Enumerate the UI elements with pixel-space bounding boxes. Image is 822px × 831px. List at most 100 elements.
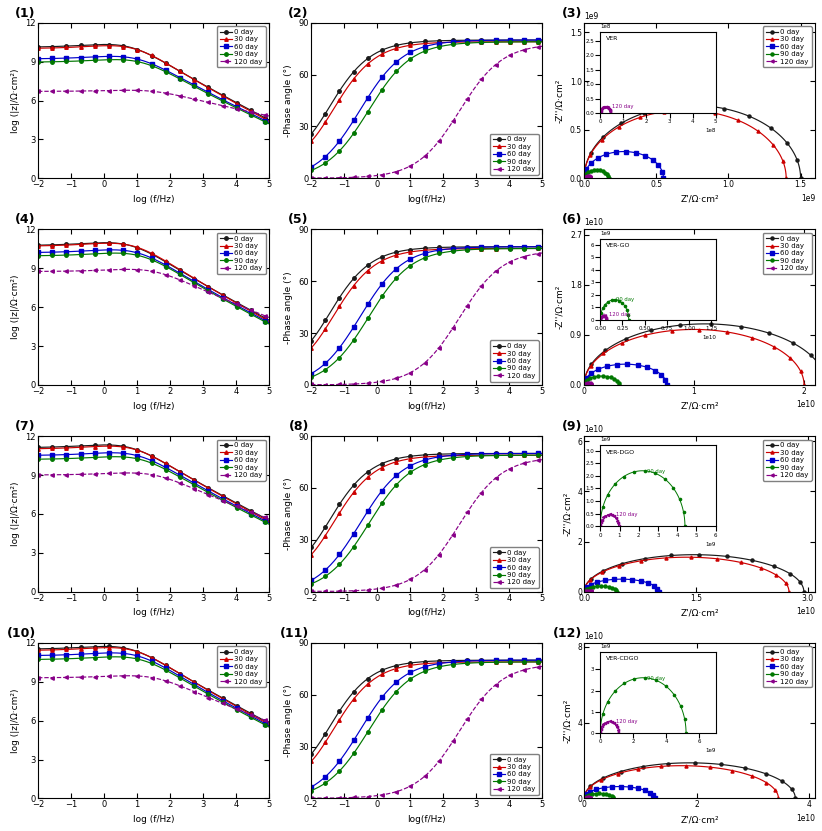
Y-axis label: -Z''/Ω·cm²: -Z''/Ω·cm² (556, 78, 565, 123)
0 day (580, 582, 590, 592)
30 day (683, 553, 693, 563)
120 day (584, 793, 594, 803)
Line: 60 day: 60 day (309, 452, 544, 582)
60 day (644, 787, 653, 797)
90 day (592, 165, 602, 175)
X-axis label: log(f/Hz): log(f/Hz) (407, 195, 446, 204)
30 day (33, 645, 43, 655)
90 day (333, 147, 343, 157)
Text: (10): (10) (7, 627, 36, 640)
60 day (333, 551, 343, 561)
60 day (613, 574, 623, 584)
0 day (60, 42, 70, 52)
Line: 0 day: 0 day (36, 42, 270, 121)
90 day (594, 789, 604, 799)
0 day (37, 240, 47, 250)
30 day (310, 545, 320, 555)
0 day (100, 238, 110, 248)
Line: 120 day: 120 day (583, 589, 593, 593)
90 day (81, 653, 90, 663)
90 day (33, 57, 43, 67)
120 day (582, 171, 592, 181)
0 day (796, 174, 806, 184)
Line: 90 day: 90 day (309, 40, 544, 172)
120 day (580, 587, 589, 597)
90 day (37, 654, 47, 664)
0 day (582, 578, 592, 588)
30 day (333, 303, 343, 313)
90 day (606, 790, 616, 800)
90 day (537, 450, 547, 460)
0 day (122, 240, 132, 250)
0 day (333, 708, 343, 718)
30 day (310, 339, 320, 349)
120 day (81, 470, 90, 479)
60 day (33, 248, 43, 258)
0 day (652, 105, 662, 115)
120 day (583, 378, 593, 388)
60 day (60, 53, 70, 63)
Line: 0 day: 0 day (36, 645, 270, 725)
Legend: 0 day, 30 day, 60 day, 90 day, 120 day: 0 day, 30 day, 60 day, 90 day, 120 day (763, 233, 811, 274)
90 day (537, 37, 547, 47)
Legend: 0 day, 30 day, 60 day, 90 day, 120 day: 0 day, 30 day, 60 day, 90 day, 120 day (217, 647, 266, 687)
90 day (580, 792, 589, 802)
120 day (583, 378, 593, 388)
30 day (580, 794, 589, 804)
120 day (585, 174, 595, 184)
90 day (614, 380, 624, 390)
60 day (644, 578, 654, 588)
0 day (122, 442, 132, 452)
90 day (257, 719, 267, 729)
30 day (529, 450, 539, 460)
0 day (333, 88, 343, 98)
60 day (651, 366, 661, 376)
90 day (588, 165, 598, 175)
120 day (581, 793, 591, 803)
30 day (644, 763, 654, 773)
90 day (60, 250, 70, 260)
Text: (6): (6) (561, 214, 582, 226)
0 day (511, 35, 521, 45)
120 day (319, 380, 329, 390)
0 day (81, 40, 90, 50)
60 day (580, 791, 590, 801)
Line: 0 day: 0 day (583, 322, 822, 386)
120 day (33, 86, 43, 96)
Line: 90 day: 90 day (36, 455, 270, 526)
30 day (668, 761, 678, 771)
60 day (60, 247, 70, 257)
60 day (394, 55, 404, 65)
30 day (749, 772, 759, 782)
90 day (580, 172, 589, 182)
90 day (596, 581, 606, 591)
Line: 120 day: 120 day (309, 45, 544, 179)
90 day (310, 371, 320, 381)
30 day (264, 317, 274, 327)
0 day (81, 238, 90, 248)
0 day (33, 240, 43, 250)
60 day (257, 514, 267, 524)
120 day (264, 312, 274, 322)
120 day (37, 86, 47, 96)
0 day (239, 503, 249, 513)
Line: 0 day: 0 day (36, 241, 270, 322)
60 day (649, 794, 659, 804)
Line: 0 day: 0 day (309, 38, 544, 135)
120 day (395, 785, 405, 795)
60 day (122, 649, 132, 659)
90 day (394, 477, 404, 487)
0 day (81, 440, 90, 450)
60 day (580, 376, 590, 386)
120 day (306, 173, 316, 183)
0 day (100, 40, 110, 50)
X-axis label: log(f/Hz): log(f/Hz) (407, 608, 446, 617)
0 day (257, 715, 267, 725)
120 day (310, 380, 320, 390)
120 day (121, 264, 131, 274)
Line: 0 day: 0 day (583, 553, 806, 593)
0 day (537, 655, 547, 665)
60 day (653, 587, 663, 597)
120 day (513, 253, 523, 263)
90 day (110, 652, 120, 661)
